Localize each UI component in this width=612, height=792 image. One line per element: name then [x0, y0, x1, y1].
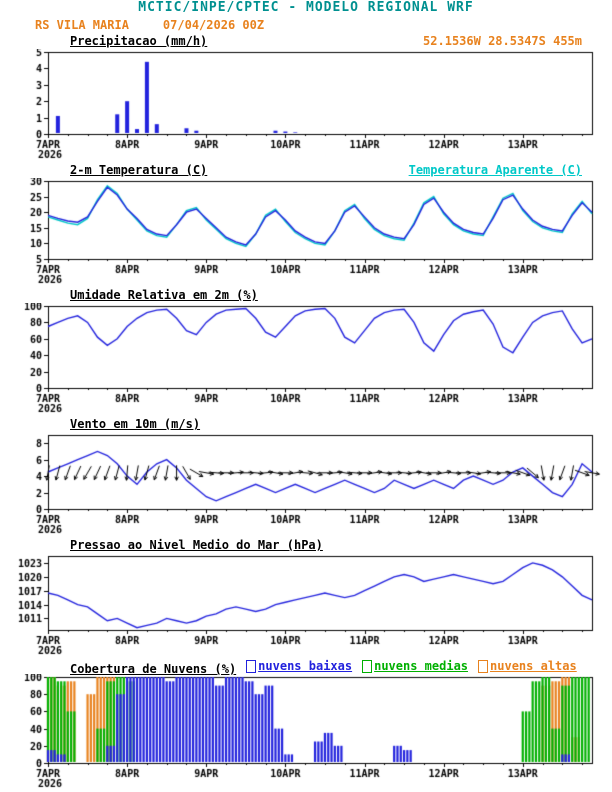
legend-nuvens-medias: nuvens medias — [362, 659, 468, 674]
apparent-temperature-label: Temperatura Aparente (C) — [408, 163, 582, 177]
temperature-title-row: 2-m Temperatura (C) Temperatura Aparente… — [0, 163, 612, 178]
temperature-title: 2-m Temperatura (C) — [70, 163, 208, 177]
run-info-row: RS VILA MARIA 07/04/2026 00Z — [0, 16, 612, 34]
humidity-title: Umidade Relativa em 2m (%) — [70, 288, 258, 302]
nuvens-medias-swatch — [362, 660, 373, 673]
panel-pressure: Pressao ao Nivel Medio do Mar (hPa) — [0, 538, 612, 659]
nuvens-baixas-swatch — [246, 660, 257, 673]
pressure-chart-canvas — [0, 553, 612, 659]
temperature-chart-canvas — [0, 178, 612, 288]
precipitation-title: Precipitacao (mm/h) — [70, 34, 208, 48]
nuvens-baixas-label: nuvens baixas — [258, 659, 353, 673]
legend-nuvens-altas: nuvens altas — [478, 659, 577, 674]
pressure-title-row: Pressao ao Nivel Medio do Mar (hPa) — [0, 538, 612, 553]
panel-wind: Vento em 10m (m/s) — [0, 417, 612, 538]
humidity-title-row: Umidade Relativa em 2m (%) — [0, 288, 612, 303]
station-coordinates: 52.1536W 28.5347S 455m — [423, 34, 582, 48]
legend-nuvens-baixas: nuvens baixas — [246, 659, 352, 674]
panel-humidity: Umidade Relativa em 2m (%) — [0, 288, 612, 417]
humidity-chart-canvas — [0, 303, 612, 417]
panel-clouds: Cobertura de Nuvens (%) nuvens baixas nu… — [0, 659, 612, 792]
wind-chart-canvas — [0, 432, 612, 538]
clouds-title-row: Cobertura de Nuvens (%) nuvens baixas nu… — [0, 659, 612, 676]
station-name: RS VILA MARIA — [35, 18, 129, 32]
clouds-chart-canvas — [0, 674, 612, 792]
model-title: MCTIC/INPE/CPTEC - MODELO REGIONAL WRF — [138, 0, 474, 15]
wind-title: Vento em 10m (m/s) — [70, 417, 201, 431]
pressure-title: Pressao ao Nivel Medio do Mar (hPa) — [70, 538, 323, 552]
panel-precipitation: Precipitacao (mm/h) 52.1536W 28.5347S 45… — [0, 34, 612, 163]
nuvens-medias-label: nuvens medias — [374, 659, 469, 673]
precipitation-chart-canvas — [0, 49, 612, 163]
panel-temperature: 2-m Temperatura (C) Temperatura Aparente… — [0, 163, 612, 288]
nuvens-altas-swatch — [478, 660, 489, 673]
precipitation-title-row: Precipitacao (mm/h) 52.1536W 28.5347S 45… — [0, 34, 612, 49]
clouds-title: Cobertura de Nuvens (%) — [70, 662, 237, 676]
wind-title-row: Vento em 10m (m/s) — [0, 417, 612, 432]
page-header: MCTIC/INPE/CPTEC - MODELO REGIONAL WRF R… — [0, 0, 612, 34]
run-datetime: 07/04/2026 00Z — [162, 18, 265, 32]
nuvens-altas-label: nuvens altas — [490, 659, 577, 673]
